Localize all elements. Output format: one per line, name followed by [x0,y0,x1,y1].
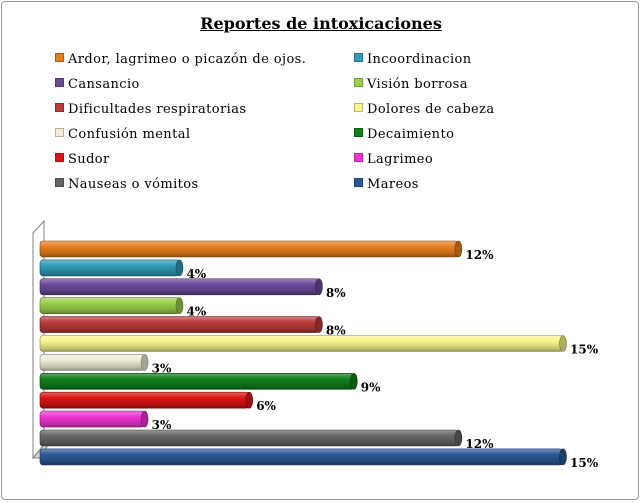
legend-label: Dificultades respiratorias [68,102,247,117]
bar-cap [315,316,323,333]
bar [39,240,459,258]
bar-cap [559,448,567,466]
bar [39,259,180,277]
legend-swatch [55,178,64,187]
legend-item: Nauseas o vómitos [55,177,199,193]
data-label: 12% [465,437,494,451]
bar [39,448,564,466]
data-label: 3% [152,361,172,375]
legend-swatch [55,53,64,62]
bar [39,335,564,352]
data-label: 3% [152,418,172,432]
legend-label: Dolores de cabeza [367,102,495,117]
legend-item: Visión borrosa [354,77,468,93]
legend-label: Sudor [68,152,110,167]
data-label: 8% [326,286,346,300]
bar-cap [454,240,463,258]
legend-label: Ardor, lagrimeo o picazón de ojos. [68,52,307,67]
legend-label: Cansancio [68,77,140,92]
bar [39,391,250,409]
bar [39,354,145,371]
legend-label: Decaimiento [367,127,455,142]
bar-cap [349,372,358,390]
legend-label: Confusión mental [68,127,191,142]
bar [39,278,320,296]
legend-swatch [354,78,363,87]
legend-swatch [354,153,363,162]
legend-swatch [55,103,64,112]
bar [39,429,459,447]
legend-label: Visión borrosa [367,77,468,92]
legend-swatch [55,128,64,137]
bar-cap [454,429,463,447]
data-label: 15% [570,456,599,470]
bar-cap [245,391,253,409]
legend-item: Incoordinacion [354,52,472,68]
bar [39,316,320,333]
legend-swatch [55,78,64,87]
legend-item: Mareos [354,177,419,193]
bar-cap [140,354,149,371]
legend-item: Confusión mental [55,127,190,143]
legend-item: Lagrimeo [354,152,433,168]
bar-cap [315,278,323,296]
legend-item: Ardor, lagrimeo o picazón de ojos. [55,52,306,68]
bar [39,297,180,315]
data-label: 8% [326,324,346,338]
legend-swatch [354,53,363,62]
chart-title: Reportes de intoxicaciones [200,14,442,33]
data-label: 9% [361,380,381,394]
bar-cap [175,297,184,315]
legend-item: Dificultades respiratorias [55,102,246,118]
data-label: 4% [186,267,206,281]
bar-cap [175,259,184,277]
legend-label: Nauseas o vómitos [68,177,199,192]
legend-swatch [55,153,64,162]
data-label: 15% [570,343,599,357]
data-label: 12% [465,248,494,262]
legend-item: Cansancio [55,77,140,93]
bar-cap [140,410,149,428]
bar [39,410,145,428]
legend-swatch [354,178,363,187]
legend-swatch [354,128,363,137]
legend-item: Sudor [55,152,110,168]
bar-cap [559,335,567,352]
legend-label: Lagrimeo [367,152,434,167]
bar [39,372,355,390]
data-label: 6% [256,399,276,413]
legend-label: Incoordinacion [367,52,472,67]
legend-label: Mareos [367,177,419,192]
legend-item: Dolores de cabeza [354,102,495,118]
data-label: 4% [186,305,206,319]
legend-swatch [354,103,363,112]
legend-item: Decaimiento [354,127,454,143]
